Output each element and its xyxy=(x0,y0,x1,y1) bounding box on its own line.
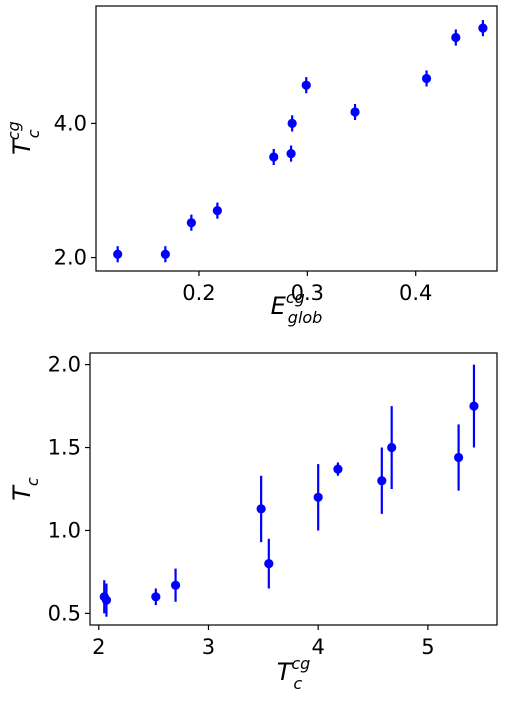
data-point xyxy=(333,464,343,474)
data-point xyxy=(421,73,432,84)
y-tick-label: 2.0 xyxy=(48,353,81,377)
x-axis-label-sup: cg xyxy=(286,288,305,307)
y-axis-label-sub: c xyxy=(23,477,42,486)
y-tick-label: 1.0 xyxy=(48,518,81,542)
data-point xyxy=(478,23,488,33)
x-tick-label: 3 xyxy=(202,635,215,659)
y-axis-label-sub: c xyxy=(24,129,43,138)
data-point xyxy=(170,580,181,590)
y-tick-label: 2.0 xyxy=(54,246,87,270)
data-point xyxy=(151,592,161,602)
y-axis-label-sup: cg xyxy=(4,121,23,140)
data-point xyxy=(451,32,461,43)
x-axis-label: Ecg glob xyxy=(271,288,323,327)
data-point xyxy=(264,559,274,569)
x-tick-label: 5 xyxy=(421,635,434,659)
x-tick-label: 4 xyxy=(311,635,324,659)
data-point xyxy=(286,148,296,159)
data-point xyxy=(469,401,479,411)
y-tick-label: 1.5 xyxy=(48,436,81,460)
y-axis-label-base: T xyxy=(8,484,36,501)
data-point xyxy=(301,80,311,90)
axes-frame xyxy=(95,5,498,272)
data-point xyxy=(313,492,323,502)
data-point xyxy=(387,442,397,453)
x-tick-label: 2 xyxy=(92,635,105,659)
x-tick-label: 0.2 xyxy=(182,281,215,305)
y-tick-label: 4.0 xyxy=(54,111,87,135)
x-tick-label: 0.4 xyxy=(399,281,432,305)
x-axis-label: Tcg c xyxy=(277,654,311,693)
y-tick-label: 0.5 xyxy=(48,601,81,625)
data-point xyxy=(212,206,222,216)
data-point xyxy=(287,118,297,129)
x-axis-label-sup: cg xyxy=(291,654,310,673)
y-axis-label: Tc xyxy=(8,477,42,501)
data-point xyxy=(256,504,266,514)
data-point xyxy=(454,452,464,463)
x-axis-label-base: E xyxy=(271,292,287,320)
y-axis-label: Tcgc xyxy=(4,121,43,155)
data-point xyxy=(269,152,279,162)
data-point xyxy=(350,107,360,117)
x-axis-label-sub: glob xyxy=(288,308,323,327)
data-point xyxy=(186,218,196,228)
x-axis-label-base: T xyxy=(277,658,294,686)
data-point xyxy=(160,249,170,259)
data-point xyxy=(377,476,387,486)
axes-frame xyxy=(89,352,498,626)
y-axis-label-base: T xyxy=(8,138,36,155)
x-axis-label-sub: c xyxy=(293,674,302,693)
data-point xyxy=(101,595,112,605)
x-tick-label: 0.3 xyxy=(291,281,324,305)
data-point xyxy=(113,249,123,259)
